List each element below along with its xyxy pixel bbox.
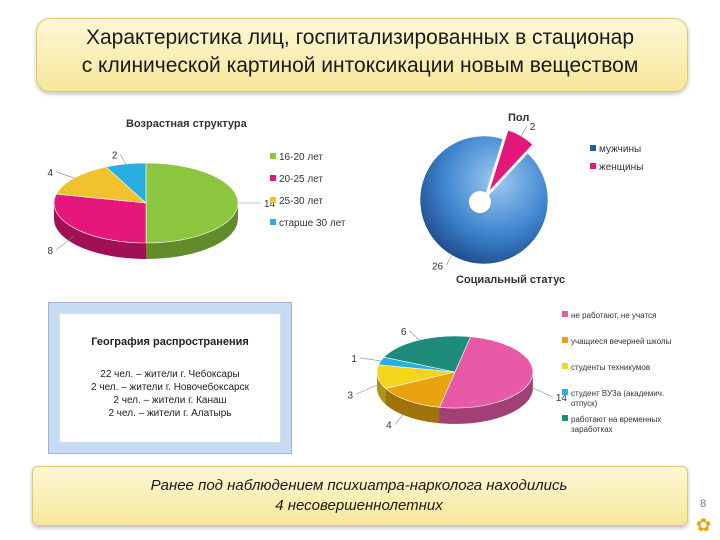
pie-slice-side <box>439 374 533 424</box>
legend-swatch <box>590 163 596 169</box>
data-label: 2 <box>112 150 118 161</box>
geography-line: 2 чел. – жители г. Алатырь <box>108 408 232 419</box>
pie-slice <box>55 166 147 204</box>
geography-box: География распространения 22 чел. – жите… <box>48 302 292 454</box>
note-text: Ранее под наблюдением психиатра-нарколог… <box>32 476 686 516</box>
chart-title: Пол <box>508 112 529 124</box>
geography-title: География распространения <box>91 336 249 348</box>
legend-swatch <box>562 337 568 343</box>
note-box <box>32 466 688 526</box>
chart-title: Возрастная структура <box>126 118 248 130</box>
legend-swatch <box>270 197 276 203</box>
data-label: 26 <box>432 261 444 272</box>
leader-line <box>409 330 420 341</box>
legend-swatch <box>270 219 276 225</box>
leader-line <box>55 235 75 251</box>
legend-label: женщины <box>599 162 643 173</box>
leader-line <box>55 171 75 179</box>
data-label: 3 <box>348 390 354 401</box>
leader-line <box>394 408 409 425</box>
social-pie-chart: 14 4 3 1 6 Социальный статус не работают, не у… <box>348 274 672 434</box>
legend-swatch <box>270 175 276 181</box>
slide-title: Характеристика лиц, госпитализированных … <box>0 24 720 80</box>
page-number: 8 <box>700 498 707 510</box>
leader-line <box>445 255 453 266</box>
legend-label: 25-30 лет <box>279 196 323 207</box>
pie-slice-side <box>54 203 146 259</box>
pie-hole <box>469 191 491 213</box>
pie-slice <box>384 371 456 408</box>
legend-swatch <box>562 311 568 317</box>
legend-label: отпуск) <box>571 399 598 408</box>
legend-label: мужчины <box>599 144 641 155</box>
legend-swatch <box>562 415 568 421</box>
pie-slice-side <box>146 203 238 259</box>
geography-list: 22 чел. – жители г. Чебоксары 2 чел. – ж… <box>60 368 280 420</box>
data-label: 14 <box>556 393 568 404</box>
pie-slice <box>383 335 471 373</box>
title-box <box>36 18 688 92</box>
data-label: 1 <box>351 354 357 365</box>
legend-swatch <box>590 145 596 151</box>
legend-label: студенты техникумов <box>571 363 650 372</box>
leader-line <box>355 384 378 395</box>
data-label: 14 <box>264 199 276 210</box>
geography-panel: География распространения 22 чел. – жите… <box>59 313 281 443</box>
legend-label: учащиеся вечерней школы <box>571 337 672 346</box>
geography-line: 2 чел. – жители г. Новочебоксарск <box>91 382 249 393</box>
gear-icon: ✿ <box>696 515 712 535</box>
geography-line: 2 чел. – жители г. Канаш <box>113 395 227 406</box>
legend-label: 20-25 лет <box>279 174 323 185</box>
pie-slice <box>488 129 534 192</box>
leader-line <box>120 154 126 165</box>
pie-slice <box>145 162 239 244</box>
legend-swatch <box>562 363 568 369</box>
legend-label: не работают, не учатся <box>571 311 656 320</box>
legend-label: заработках <box>571 425 613 434</box>
pie-slice-side <box>377 370 386 405</box>
legend-label: старше 30 лет <box>279 218 346 229</box>
data-label: 8 <box>48 246 54 257</box>
note-line-2: 4 несовершеннолетних <box>275 497 443 514</box>
leader-line <box>531 386 553 398</box>
leader-line <box>359 357 381 362</box>
legend-label: работают на временных <box>571 415 661 424</box>
leader-line <box>520 125 528 137</box>
note-line-1: Ранее под наблюдением психиатра-нарколог… <box>150 477 568 494</box>
pie-slice <box>419 135 549 265</box>
legend-label: студент ВУЗа (академич. <box>571 389 664 398</box>
data-label: 4 <box>386 421 392 432</box>
legend-swatch <box>562 389 568 395</box>
legend-swatch <box>270 153 276 159</box>
legend-label: 16-20 лет <box>279 152 323 163</box>
age-pie-chart: 14 8 4 2 Возрастная структура 16-20 лет 20-25 … <box>48 118 346 259</box>
chart-title: Социальный статус <box>456 274 565 286</box>
data-label: 6 <box>401 327 407 338</box>
title-line-2: с клинической картиной интоксикации новы… <box>81 54 639 77</box>
data-label: 4 <box>48 168 54 179</box>
geography-line: 22 чел. – жители г. Чебоксары <box>100 369 240 380</box>
pie-slice <box>53 193 147 244</box>
title-line-1: Характеристика лиц, госпитализированных … <box>85 26 635 49</box>
data-label: 2 <box>530 122 536 133</box>
